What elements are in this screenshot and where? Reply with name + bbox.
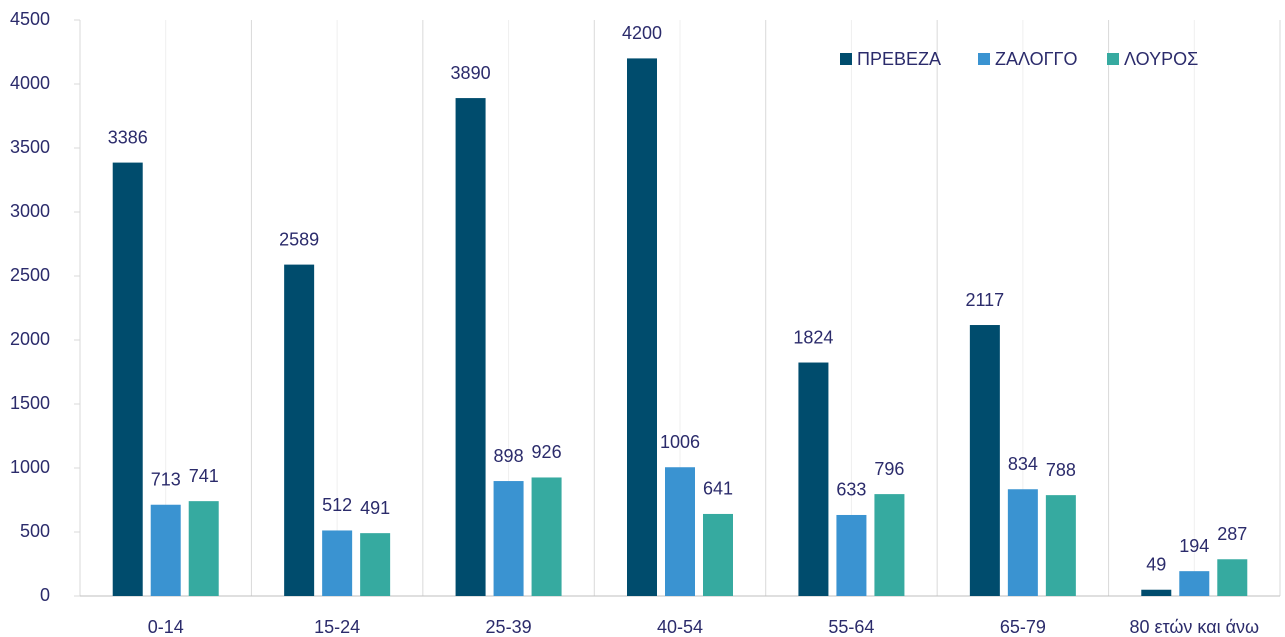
legend-label: ΖΑΛΟΓΓΟ [995,49,1077,69]
y-tick-label: 1000 [10,457,50,477]
y-tick-label: 500 [20,521,50,541]
bar [188,501,219,596]
value-label: 741 [189,466,219,486]
legend-swatch [840,53,852,65]
legend-swatch [978,53,990,65]
y-tick-label: 2000 [10,329,50,349]
legend-label: ΛΟΥΡΟΣ [1124,49,1198,69]
bar [1217,559,1248,596]
bar [493,481,524,596]
x-tick-label: 65-79 [1000,617,1046,637]
y-tick-label: 0 [40,585,50,605]
bar [1007,489,1038,596]
bar [665,467,695,596]
value-label: 2589 [279,229,319,249]
x-tick-label: 55-64 [828,617,874,637]
value-label: 3386 [108,127,148,147]
bar [836,514,867,596]
bar [284,264,315,596]
x-tick-label: 40-54 [657,617,703,637]
value-label: 1824 [793,327,833,347]
value-label: 633 [836,480,866,500]
value-label: 1006 [660,432,700,452]
y-tick-label: 1500 [10,393,50,413]
value-label: 512 [322,495,352,515]
bar [874,494,905,596]
value-label: 2117 [965,290,1004,310]
bar [969,325,1000,596]
bar [455,98,486,596]
legend-swatch [1107,53,1119,65]
y-tick-label: 3500 [10,137,50,157]
bar [531,477,562,596]
value-label: 49 [1146,554,1166,574]
value-label: 898 [494,446,524,466]
value-label: 287 [1217,524,1247,544]
y-tick-label: 4500 [10,9,50,29]
value-label: 926 [532,442,562,462]
x-tick-label: 25-39 [486,617,532,637]
y-tick-label: 3000 [10,201,50,221]
y-tick-label: 2500 [10,265,50,285]
value-label: 788 [1046,460,1076,480]
bar [322,530,353,596]
bar [703,513,733,596]
value-label: 834 [1008,454,1038,474]
bar [1179,571,1210,596]
bar [798,362,829,596]
bar [1141,589,1172,596]
value-label: 3890 [451,63,491,83]
legend-label: ΠΡΕΒΕΖΑ [857,49,941,69]
bar [150,504,181,596]
x-tick-label: 80 ετών και άνω [1129,617,1259,637]
y-tick-label: 4000 [10,73,50,93]
value-label: 194 [1179,536,1209,556]
x-tick-label: 0-14 [148,617,184,637]
bar [627,58,657,596]
value-label: 796 [874,459,904,479]
value-label: 4200 [622,23,662,43]
value-label: 641 [703,479,733,499]
value-label: 491 [360,498,390,518]
value-label: 713 [151,469,181,489]
bar [112,162,143,597]
x-tick-label: 15-24 [314,617,360,637]
bar [360,533,391,596]
bar [1045,495,1076,596]
